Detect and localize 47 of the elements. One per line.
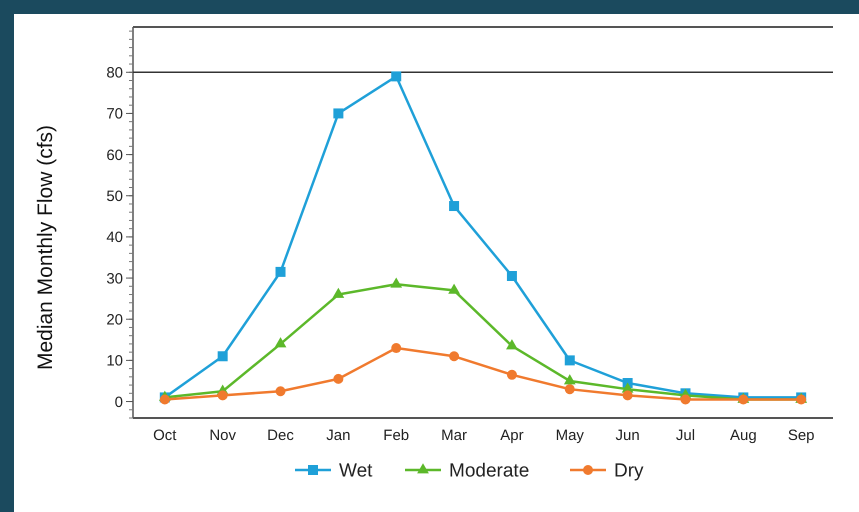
- point: [564, 374, 576, 384]
- point: [391, 71, 402, 82]
- point: [333, 374, 344, 384]
- y-tick-label: 50: [106, 188, 123, 205]
- point: [506, 271, 517, 282]
- x-tick-label: Dec: [267, 427, 294, 444]
- point: [333, 108, 344, 118]
- y-tick-label: 30: [106, 270, 123, 288]
- x-tick-label: Nov: [209, 427, 236, 444]
- point: [218, 390, 228, 400]
- point: [622, 390, 633, 400]
- x-tick-label: Apr: [500, 427, 524, 444]
- y-tick-label: 20: [106, 311, 123, 328]
- point: [448, 284, 460, 294]
- point: [449, 351, 460, 362]
- point: [564, 384, 575, 394]
- point: [391, 343, 402, 354]
- legend-label: Dry: [614, 460, 644, 482]
- y-tick-label: 40: [106, 229, 123, 246]
- y-tick-label: 0: [114, 394, 123, 411]
- y-axis-title: Median Monthly Flow (cfs): [34, 124, 57, 370]
- point: [274, 337, 286, 348]
- point: [680, 394, 690, 404]
- x-tick-label: Oct: [153, 427, 178, 444]
- y-tick-label: 60: [106, 146, 123, 164]
- point: [276, 386, 286, 396]
- x-tick-label: Jun: [616, 427, 640, 444]
- y-tick-label: 70: [106, 106, 123, 123]
- x-tick-label: May: [556, 427, 584, 444]
- y-tick-label: 10: [106, 352, 123, 370]
- x-tick-label: Jul: [676, 427, 696, 444]
- x-tick-label: Mar: [441, 427, 467, 444]
- x-tick-label: Sep: [788, 427, 815, 444]
- legend-label: Moderate: [449, 460, 530, 482]
- point: [564, 355, 575, 366]
- x-tick-label: Feb: [383, 427, 410, 444]
- point: [332, 288, 344, 298]
- point: [449, 201, 460, 212]
- x-tick-label: Aug: [730, 427, 757, 444]
- point: [276, 266, 286, 277]
- y-tick-label: 80: [106, 64, 123, 82]
- point: [218, 351, 228, 362]
- point: [506, 370, 517, 380]
- point: [506, 339, 518, 350]
- point: [390, 277, 402, 288]
- legend-label: Wet: [339, 460, 374, 482]
- x-tick-label: Jan: [326, 427, 350, 444]
